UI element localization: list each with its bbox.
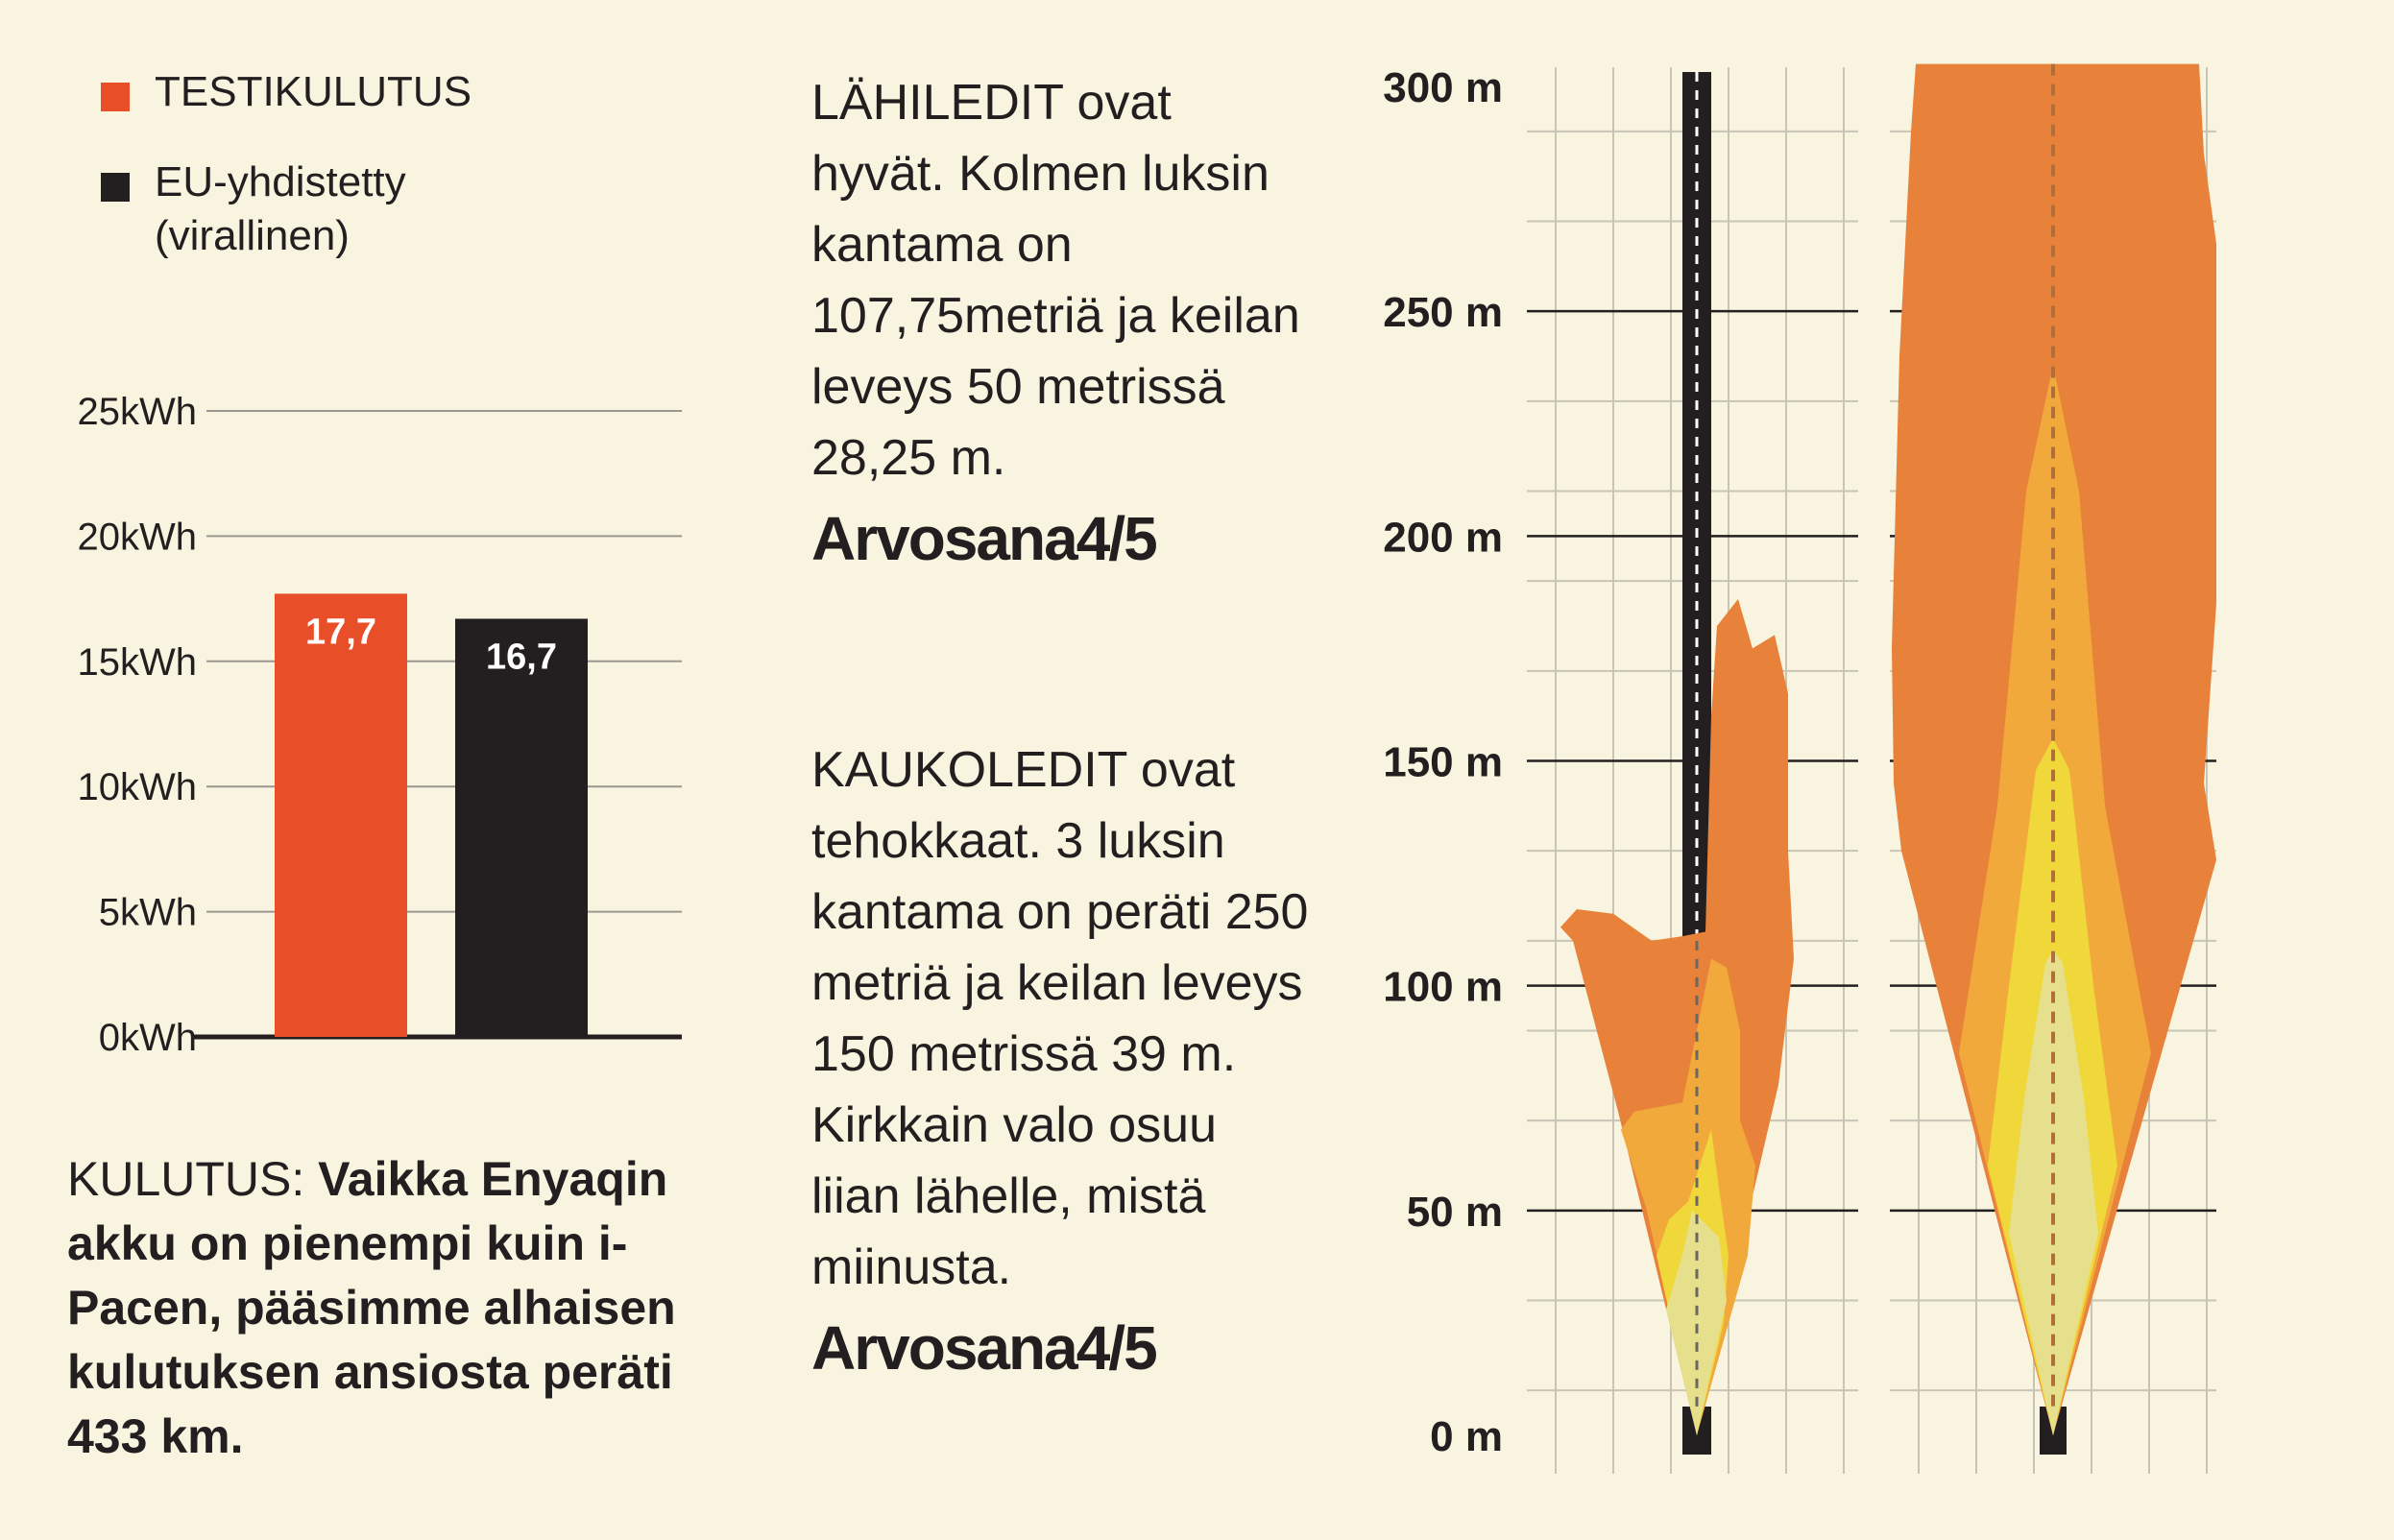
y-tick-label: 10kWh [78,766,198,808]
high-beam-grade: Arvosana4/5 [811,1313,1158,1383]
distance-tick-label: 200 m [1383,514,1503,561]
y-tick-label: 0kWh [99,1017,197,1059]
y-tick-label: 15kWh [78,641,198,684]
high-beam-core-area [2009,950,2098,1435]
legend-sublabel-eu: (virallinen) [155,212,350,259]
consumption-lead: KULUTUS: [67,1152,305,1206]
high-beam-section: KAUKOLEDIT ovat tehokkaat. 3 luksin kant… [811,734,1311,1384]
distance-tick-label: 150 m [1383,739,1503,786]
distance-tick-label: 50 m [1407,1189,1503,1236]
headlight-beam-plot: 0 m 50 m 100 m 150 m 200 m 250 m 300 m [1383,63,2216,1474]
distance-tick-label: 100 m [1383,964,1503,1011]
high-beam-text: KAUKOLEDIT ovat tehokkaat. 3 luksin kant… [811,742,1309,1295]
legend: TESTIKULUTUS EU-yhdistetty (virallinen) [101,65,472,300]
legend-label-eu: EU-yhdistetty [155,158,406,205]
distance-tick-label: 0 m [1430,1413,1503,1460]
legend-item-test: TESTIKULUTUS [101,65,472,119]
bar [455,618,588,1037]
low-beam-grade: Arvosana4/5 [811,504,1158,573]
y-tick-label: 5kWh [99,892,197,934]
bar-value-label: 17,7 [305,612,376,652]
y-tick-label: 25kWh [78,391,198,433]
consumption-bar-chart: 0kWh 5kWh 10kWh 15kWh 20kWh 25kWh 17,7 16,7 [78,391,682,1059]
legend-label-test: TESTIKULUTUS [155,68,472,115]
low-beam-section: LÄHILEDIT ovat hyvät. Kolmen luksin kant… [811,67,1311,574]
consumption-body: Vaikka Enyaqin akku on pienempi kuin i-P… [67,1152,676,1463]
distance-tick-label: 250 m [1383,289,1503,336]
bar [275,593,407,1037]
low-beam-road-strip [1682,72,1711,941]
low-beam-text: LÄHILEDIT ovat hyvät. Kolmen luksin kant… [811,75,1300,486]
low-beam-core-area [1666,1210,1727,1435]
distance-tick-label: 300 m [1383,64,1503,111]
legend-swatch-eu [101,173,130,202]
bar-value-label: 16,7 [486,637,557,677]
y-tick-label: 20kWh [78,516,198,558]
consumption-text: KULUTUS: Vaikka Enyaqin akku on pienempi… [67,1147,682,1469]
legend-swatch-test [101,83,130,111]
legend-item-eu: EU-yhdistetty (virallinen) [101,156,472,263]
